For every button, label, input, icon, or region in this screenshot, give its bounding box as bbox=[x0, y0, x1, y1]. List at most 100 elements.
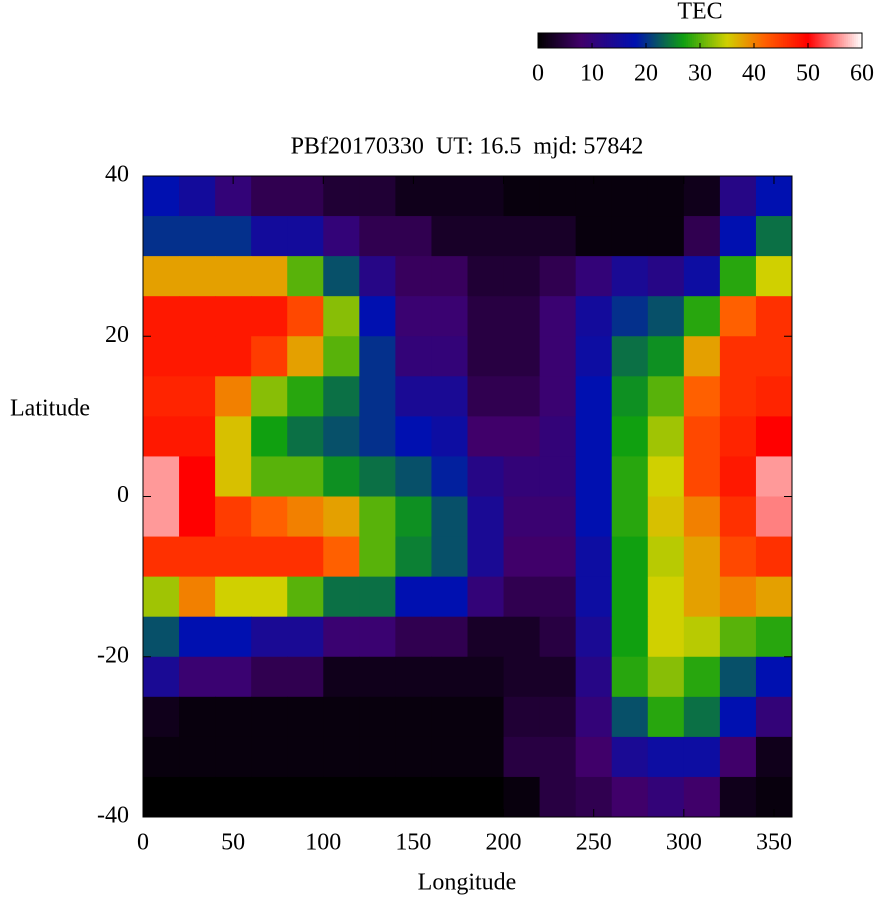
colorbar-swatch bbox=[540, 33, 543, 48]
heatmap-cell bbox=[251, 296, 288, 337]
heatmap-cell bbox=[611, 216, 649, 257]
colorbar-swatch bbox=[714, 33, 717, 48]
colorbar-swatch bbox=[839, 33, 843, 48]
heatmap-cell bbox=[359, 296, 396, 337]
heatmap-cell bbox=[575, 296, 613, 337]
heatmap-cell bbox=[683, 776, 721, 818]
heatmap-cell bbox=[467, 296, 505, 337]
heatmap-cell bbox=[215, 616, 252, 658]
colorbar-swatch bbox=[655, 33, 658, 48]
heatmap-cell bbox=[683, 176, 721, 217]
colorbar-swatch bbox=[580, 33, 584, 48]
heatmap-cell bbox=[431, 536, 468, 578]
colorbar-swatch bbox=[756, 33, 760, 48]
heatmap-cell bbox=[395, 336, 432, 377]
colorbar-swatch bbox=[697, 33, 701, 48]
x-tick-label: 100 bbox=[305, 830, 341, 856]
heatmap-cell bbox=[575, 376, 613, 417]
heatmap-cell bbox=[431, 376, 468, 417]
heatmap-cell bbox=[251, 176, 288, 217]
heatmap-cell bbox=[251, 336, 288, 377]
colorbar-swatch bbox=[673, 33, 677, 48]
heatmap-cell bbox=[287, 216, 324, 257]
colorbar-swatch bbox=[762, 33, 766, 48]
colorbar-swatch bbox=[799, 33, 802, 48]
heatmap-cell bbox=[719, 776, 757, 818]
heatmap-cell bbox=[143, 616, 180, 658]
heatmap-cell bbox=[719, 216, 757, 257]
heatmap-cell bbox=[323, 576, 360, 618]
heatmap-cell bbox=[719, 176, 757, 217]
heatmap-cell bbox=[647, 576, 685, 618]
colorbar-swatch bbox=[795, 33, 798, 48]
heatmap-cell bbox=[467, 696, 505, 738]
heatmap-cell bbox=[539, 336, 577, 377]
colorbar-swatch bbox=[712, 33, 715, 48]
colorbar-swatch bbox=[770, 33, 774, 48]
heatmap-cell bbox=[359, 336, 396, 377]
heatmap-cell bbox=[647, 736, 685, 778]
colorbar-swatch bbox=[645, 33, 648, 48]
heatmap-cell bbox=[611, 616, 649, 658]
colorbar-tick-label: 60 bbox=[850, 61, 874, 87]
heatmap-cell bbox=[539, 496, 577, 538]
heatmap-cell bbox=[287, 256, 324, 297]
heatmap-cell bbox=[323, 376, 360, 417]
heatmap-cell bbox=[539, 256, 577, 297]
heatmap-cell bbox=[143, 296, 180, 337]
heatmap-cell bbox=[467, 376, 505, 417]
heatmap-cell bbox=[359, 376, 396, 417]
colorbar-tick-label: 0 bbox=[532, 61, 544, 87]
heatmap-cell bbox=[143, 576, 180, 618]
heatmap-cell bbox=[431, 776, 468, 818]
heatmap-cell bbox=[503, 296, 541, 337]
heatmap-cell bbox=[467, 336, 505, 377]
heatmap-cell bbox=[323, 216, 360, 257]
colorbar-swatch bbox=[691, 33, 695, 48]
heatmap-cell bbox=[467, 176, 505, 217]
colorbar-swatch bbox=[570, 33, 573, 48]
colorbar-swatch bbox=[704, 33, 707, 48]
colorbar-swatch bbox=[627, 33, 630, 48]
heatmap-cell bbox=[431, 456, 468, 497]
colorbar-swatch bbox=[805, 33, 808, 48]
heatmap-cell bbox=[251, 536, 288, 578]
heatmap-cell bbox=[287, 336, 324, 377]
heatmap-cell bbox=[467, 416, 505, 457]
heatmap-cell bbox=[647, 776, 685, 818]
colorbar-swatch bbox=[562, 33, 565, 48]
heatmap-cell bbox=[683, 336, 721, 377]
heatmap-cell bbox=[503, 456, 541, 497]
heatmap-cell bbox=[395, 416, 432, 457]
heatmap-cell bbox=[755, 336, 793, 377]
heatmap-cell bbox=[539, 576, 577, 618]
colorbar-swatch bbox=[693, 33, 697, 48]
heatmap-cell bbox=[539, 776, 577, 818]
colorbar-swatch bbox=[789, 33, 792, 48]
heatmap-cell bbox=[359, 256, 396, 297]
heatmap-cell bbox=[215, 736, 252, 778]
heatmap-cell bbox=[323, 496, 360, 538]
heatmap-cell bbox=[323, 656, 360, 698]
heatmap-cell bbox=[323, 736, 360, 778]
heatmap-cell bbox=[467, 776, 505, 818]
colorbar-swatch bbox=[679, 33, 683, 48]
heatmap-cell bbox=[215, 696, 252, 738]
y-tick-label: 40 bbox=[105, 162, 129, 188]
heatmap-cell bbox=[647, 656, 685, 698]
colorbar-swatch bbox=[548, 33, 551, 48]
y-tick-label: -20 bbox=[97, 642, 129, 668]
x-tick-label: 250 bbox=[576, 830, 612, 856]
colorbar-swatch bbox=[807, 33, 810, 48]
colorbar-swatch bbox=[677, 33, 681, 48]
heatmap-cell bbox=[611, 256, 649, 297]
colorbar-swatch bbox=[659, 33, 663, 48]
heatmap-cell bbox=[323, 336, 360, 377]
heatmap-cell bbox=[251, 256, 288, 297]
colorbar-swatch bbox=[633, 33, 636, 48]
colorbar-tick-label: 10 bbox=[580, 61, 604, 87]
heatmap-cell bbox=[143, 336, 180, 377]
heatmap-cell bbox=[287, 416, 324, 457]
colorbar-swatch bbox=[550, 33, 553, 48]
